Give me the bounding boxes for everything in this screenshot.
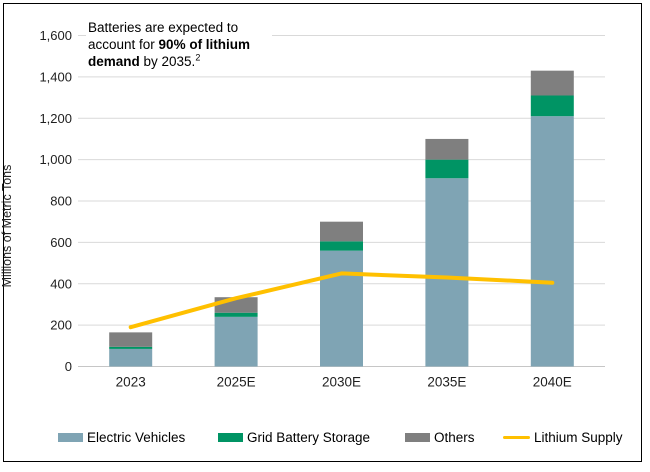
annotation-line-2: account for 90% of lithium bbox=[88, 37, 251, 52]
bar-segment-grid-battery-storage-2035e bbox=[425, 159, 469, 179]
bar-segment-electric-vehicles-2025e bbox=[214, 316, 258, 367]
chart-annotation: Batteries are expected to account for 90… bbox=[86, 17, 273, 72]
x-tick-label: 2025E bbox=[217, 375, 256, 390]
bar-segment-grid-battery-storage-2040e bbox=[530, 95, 574, 117]
y-tick-label: 1,400 bbox=[39, 69, 72, 84]
line-lithium-supply bbox=[128, 271, 555, 330]
bar-segment-grid-battery-storage-2025e bbox=[214, 312, 258, 317]
y-tick-label: 400 bbox=[50, 276, 72, 291]
y-tick-label: 1,000 bbox=[39, 152, 72, 167]
x-tick-label: 2023 bbox=[116, 375, 146, 390]
bar-segment-electric-vehicles-2035e bbox=[425, 178, 469, 367]
bar-segment-others-2030e bbox=[320, 221, 363, 242]
x-tick-label: 2035E bbox=[427, 375, 466, 390]
y-tick-label: 0 bbox=[65, 359, 72, 374]
footnote-marker: 2 bbox=[195, 52, 201, 63]
bar-segment-grid-battery-storage-2030e bbox=[320, 241, 363, 251]
bar-segment-electric-vehicles-2030e bbox=[320, 250, 363, 367]
x-tick-label: 2040E bbox=[533, 375, 572, 390]
y-tick-label: 600 bbox=[50, 235, 72, 250]
y-axis-title: Millions of Metric Tons bbox=[0, 164, 14, 288]
y-tick-label: 800 bbox=[50, 194, 72, 209]
y-tick-label: 1,600 bbox=[39, 28, 72, 43]
y-tick-label: 1,200 bbox=[39, 111, 72, 126]
annotation-line-1: Batteries are expected to bbox=[88, 20, 239, 35]
y-tick-label: 200 bbox=[50, 318, 72, 333]
bar-segment-others-2035e bbox=[425, 138, 469, 160]
annotation-line-3: demand by 2035.2 bbox=[88, 52, 201, 69]
bar-segment-electric-vehicles-2023 bbox=[109, 348, 153, 367]
bar-segment-electric-vehicles-2040e bbox=[530, 116, 574, 367]
bar-segment-others-2040e bbox=[530, 70, 574, 96]
x-tick-label: 2030E bbox=[322, 375, 361, 390]
bar-segment-others-2023 bbox=[109, 332, 153, 347]
bar-segment-grid-battery-storage-2023 bbox=[109, 346, 153, 349]
figure-border bbox=[3, 3, 642, 462]
